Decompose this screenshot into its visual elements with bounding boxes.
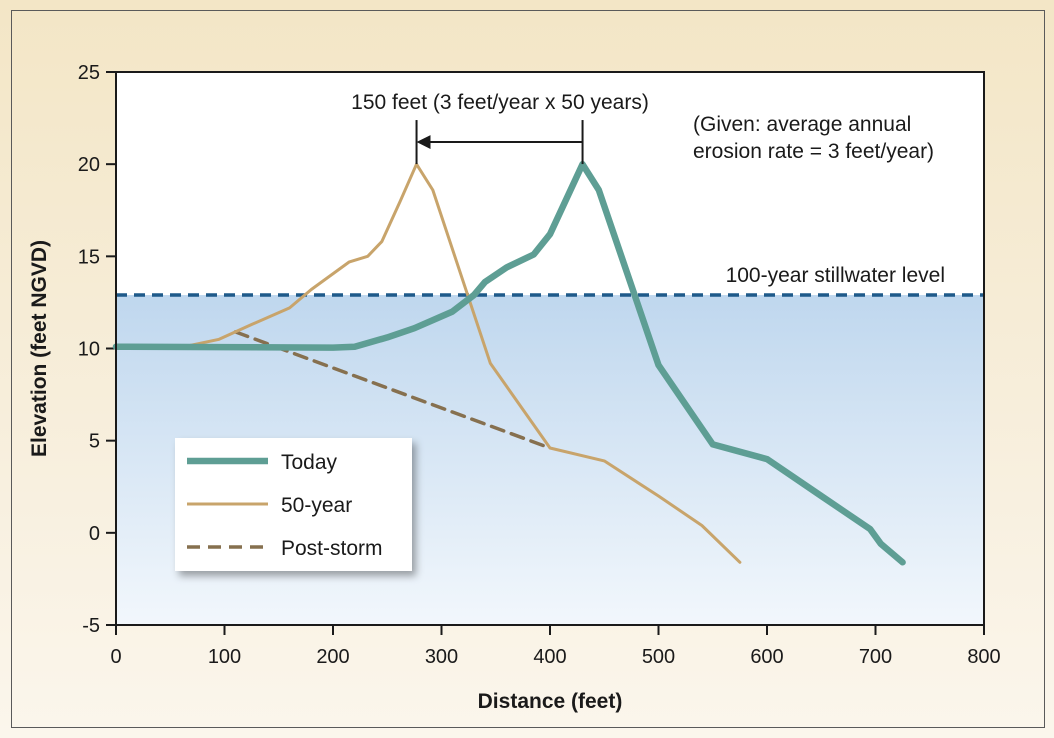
x-tick-label: 200: [316, 646, 349, 668]
y-tick-label: 0: [89, 523, 100, 545]
x-axis-title: Distance (feet): [478, 690, 623, 713]
x-tick-label: 100: [208, 646, 241, 668]
series-layer: [112, 160, 906, 566]
y-tick-label: 10: [78, 339, 100, 361]
axes: -5 0 5 10 15 20 25 0 100 200 300 400 500 600 700 800: [78, 62, 1001, 668]
note-line-1: (Given: average annual: [693, 113, 911, 136]
x-tick-label: 700: [859, 646, 892, 668]
y-tick-label: 25: [78, 62, 100, 84]
x-tick-label: 600: [750, 646, 783, 668]
y-axis-title: Elevation (feet NGVD): [28, 240, 51, 457]
series-line-today: [112, 160, 906, 566]
x-tick-label: 800: [967, 646, 1000, 668]
note-line-2: erosion rate = 3 feet/year): [693, 140, 934, 163]
y-tick-label: 5: [89, 431, 100, 453]
plot-frame: [115, 71, 985, 626]
stillwater-label: 100-year stillwater level: [726, 264, 945, 287]
x-tick-label: 300: [425, 646, 458, 668]
y-tick-label: 15: [78, 246, 100, 268]
y-tick-label: -5: [82, 615, 100, 637]
y-tick-label: 20: [78, 154, 100, 176]
x-tick-label: 400: [533, 646, 566, 668]
series-line-post-storm: [233, 330, 552, 450]
figure-border: [11, 10, 1045, 728]
legend-label-post-storm: Post-storm: [281, 537, 383, 560]
legend-label-50-year: 50-year: [281, 494, 352, 517]
erosion-arrow-label: 150 feet (3 feet/year x 50 years): [351, 91, 649, 114]
series-line-50-year: [174, 162, 742, 564]
legend: Today 50-year Post-storm: [175, 438, 412, 571]
x-tick-label: 0: [110, 646, 121, 668]
legend-label-today: Today: [281, 451, 338, 474]
x-tick-label: 500: [642, 646, 675, 668]
